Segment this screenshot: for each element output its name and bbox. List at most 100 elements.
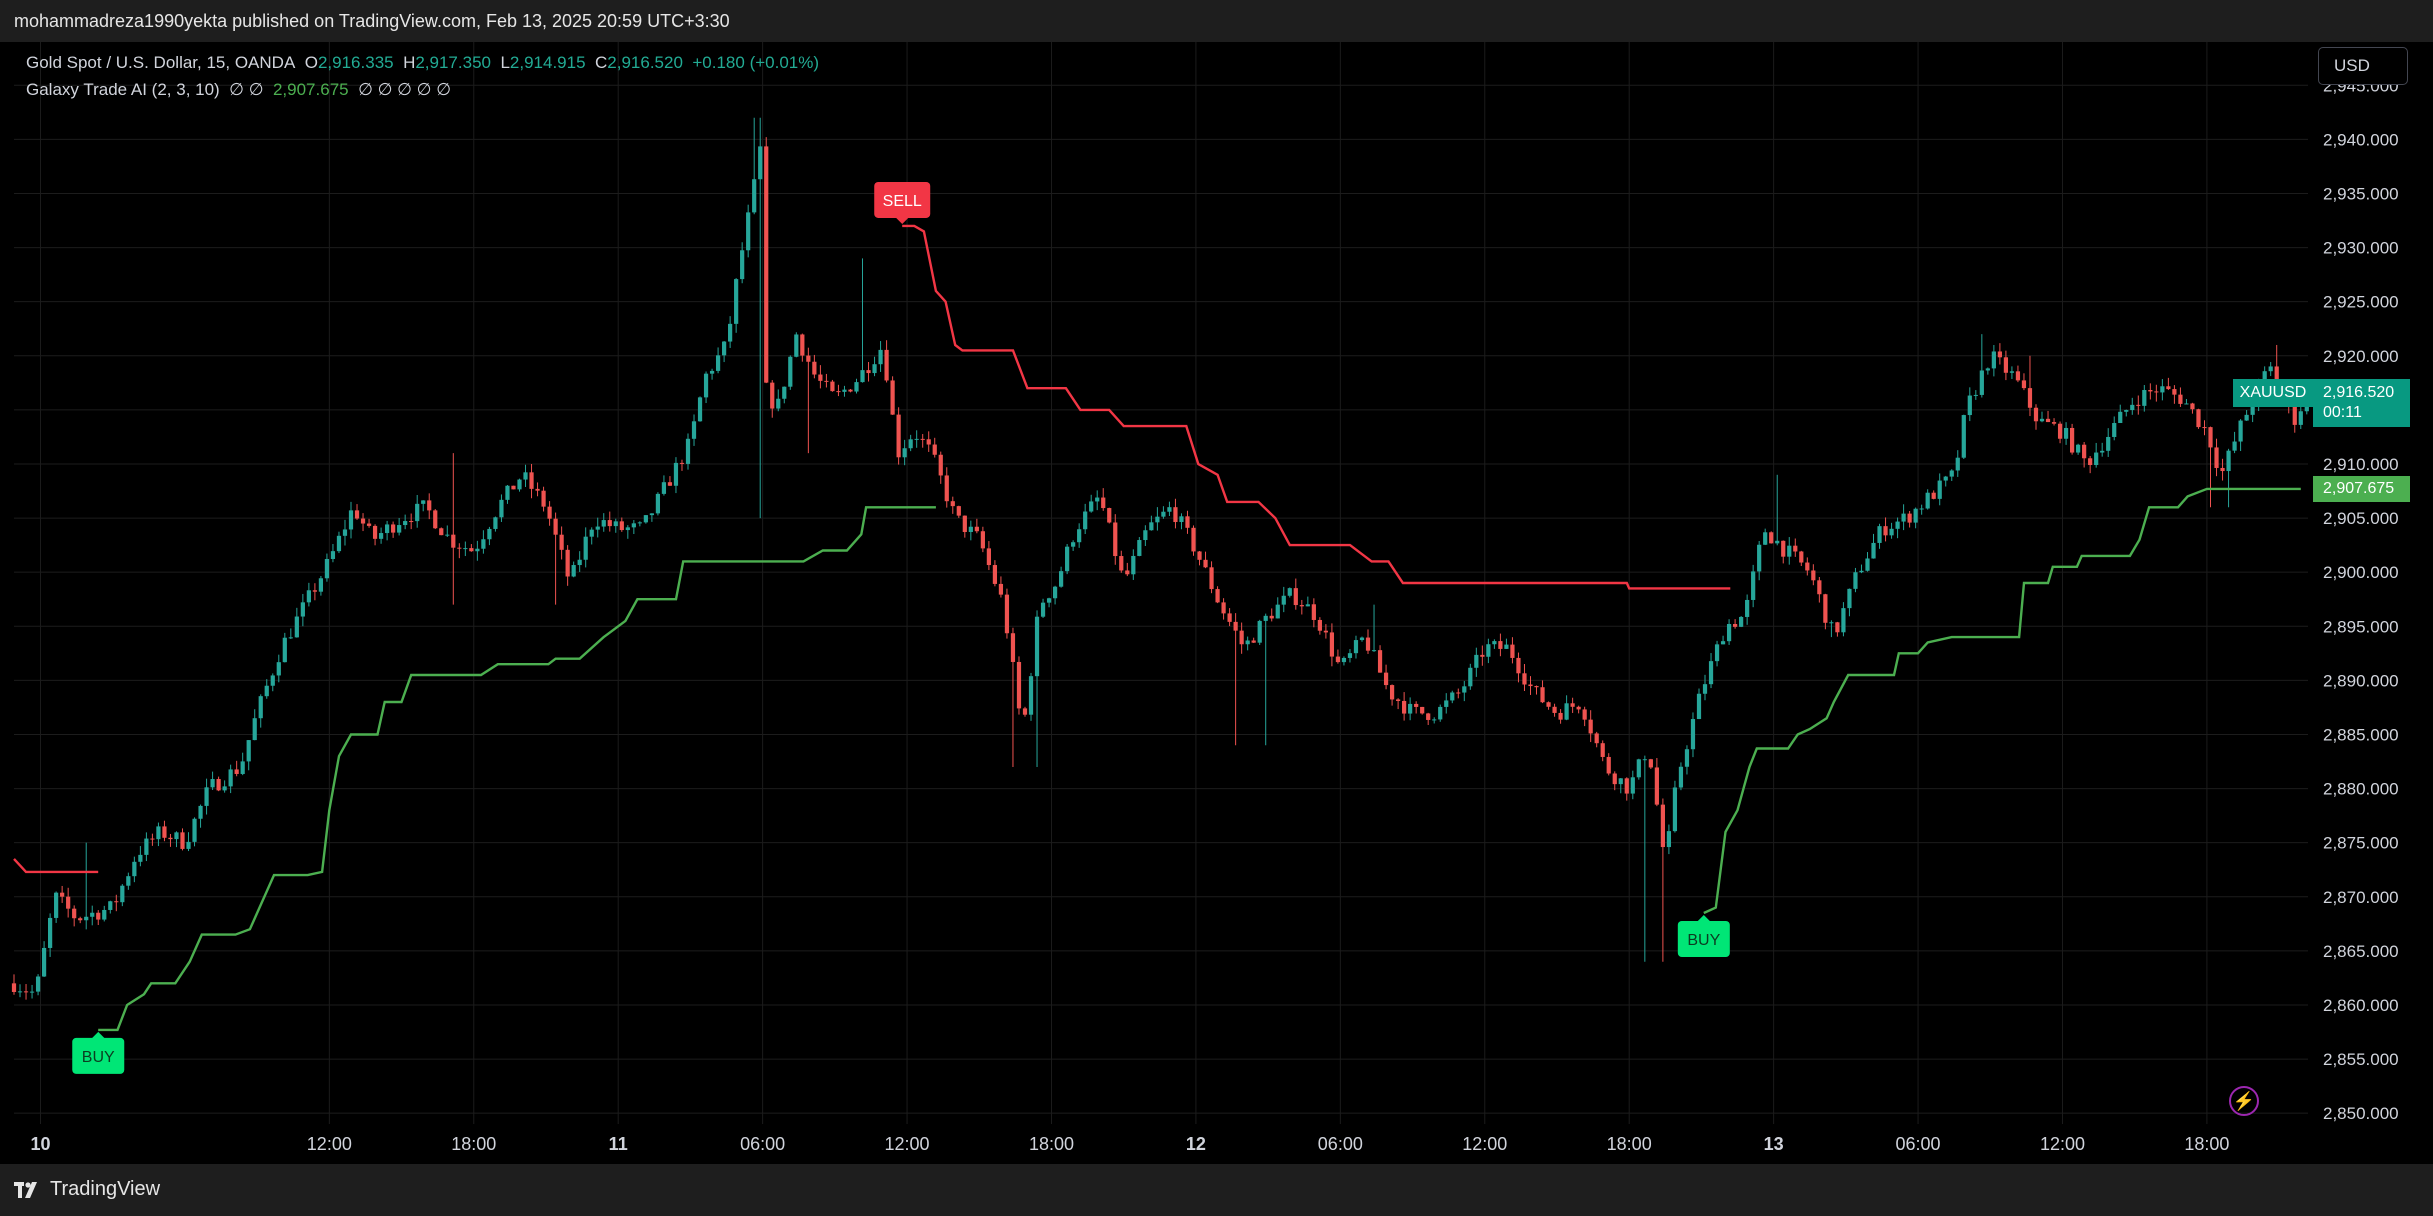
candle-body [366, 523, 372, 526]
candle-body [2112, 423, 2117, 437]
candle-body [2094, 452, 2099, 466]
candle-body [1468, 667, 1473, 687]
open-value: 2,916.335 [317, 53, 394, 72]
price-tick-label: 2,870.000 [2323, 888, 2399, 907]
price-axis[interactable]: 2,850.000 2,855.000 2,860.000 2,865.000 2,87… [2323, 76, 2399, 1123]
candle-body [1305, 604, 1310, 607]
candle-body [433, 510, 438, 529]
candle-body [1395, 699, 1401, 701]
candle-body [192, 818, 197, 842]
candle-body [1450, 692, 1455, 701]
symbol-title[interactable]: Gold Spot / U.S. Dollar, 15, OANDA [26, 53, 296, 72]
candle-body [2009, 371, 2015, 373]
candle-body [607, 520, 612, 527]
candle-body [1588, 719, 1593, 734]
indicator-empty-values-2: ∅ ∅ ∅ ∅ ∅ [358, 80, 451, 99]
candle-body [1269, 615, 1274, 619]
candle-body [234, 769, 239, 774]
candle-body [830, 381, 835, 392]
candle-body [2160, 386, 2165, 393]
candle-body [1287, 588, 1292, 596]
candle-body [1696, 693, 1702, 720]
price-tick-label: 2,885.000 [2323, 725, 2399, 744]
candle-body [1907, 513, 1912, 523]
candle-body [782, 386, 787, 399]
open-label: O [304, 53, 318, 72]
candle-body [872, 364, 877, 374]
candle-body [1889, 528, 1894, 536]
candle-body [2057, 423, 2063, 439]
time-tick-label: 12 [1186, 1134, 1206, 1154]
candle-body [1769, 532, 1774, 544]
time-tick-label: 12:00 [307, 1134, 352, 1154]
candle-body [1179, 516, 1184, 523]
candle-body [1149, 522, 1154, 531]
candle-body [535, 488, 540, 491]
candle-body [1203, 559, 1208, 568]
candle-body [1564, 703, 1569, 720]
candle-body [1708, 661, 1714, 685]
close-label: C [595, 53, 608, 72]
candle-body [174, 832, 179, 840]
supertrend-lines [13, 224, 2301, 1032]
candle-body [2226, 450, 2231, 472]
candle-body [240, 761, 245, 774]
candle-body [54, 892, 59, 918]
price-tick-label: 2,880.000 [2323, 780, 2399, 799]
candle-body [703, 373, 709, 398]
candle-body [1119, 556, 1124, 571]
candle-body [2202, 427, 2207, 429]
signal-pointer [1696, 915, 1711, 923]
candle-body [132, 861, 137, 877]
candle-body [1221, 602, 1226, 614]
candle-body [1365, 637, 1371, 651]
candle-body [222, 786, 227, 791]
candle-body [2106, 436, 2111, 451]
candle-body [1576, 706, 1581, 710]
candle-body [1859, 570, 1864, 573]
candle-body [23, 991, 29, 993]
lightning-icon[interactable]: ⚡ [2229, 1086, 2259, 1116]
candle-body [1763, 532, 1768, 545]
time-tick-label: 18:00 [1029, 1134, 1074, 1154]
currency-button[interactable]: USD [2318, 47, 2408, 85]
candle-body [1552, 706, 1557, 713]
candle-body [1058, 571, 1064, 587]
candle-body [625, 527, 630, 531]
candle-body [264, 685, 269, 697]
candle-body [1516, 657, 1521, 674]
candle-body [902, 448, 907, 458]
candle-body [2244, 414, 2249, 421]
candle-body [427, 500, 432, 511]
candle-body [41, 947, 47, 977]
candle-body [1353, 640, 1359, 654]
tradingview-logo[interactable]: TradingView [14, 1178, 160, 1201]
chart-frame[interactable] [0, 42, 2433, 1164]
candle-body [1065, 546, 1070, 572]
candle-body [72, 908, 77, 919]
candle-body [360, 518, 366, 524]
candle-body [1672, 787, 1678, 832]
candle-body [258, 696, 263, 719]
candle-body [974, 526, 979, 532]
candle-body [565, 549, 570, 577]
candle-body [1528, 684, 1533, 687]
candle-body [914, 438, 919, 440]
candle-body [980, 531, 985, 549]
candle-body [1456, 692, 1461, 694]
candle-body [559, 534, 564, 550]
candle-body [2124, 410, 2129, 412]
candle-body [685, 438, 691, 464]
indicator-title[interactable]: Galaxy Trade AI (2, 3, 10) [26, 80, 220, 99]
candle-body [1913, 508, 1918, 523]
candle-body [1991, 351, 1996, 369]
time-tick-label: 18:00 [451, 1134, 496, 1154]
price-tick-label: 2,895.000 [2323, 617, 2399, 636]
candle-body [818, 374, 823, 381]
candle-body [2274, 366, 2279, 386]
candle-body [800, 334, 805, 356]
candle-body [1185, 516, 1190, 528]
candle-body [2184, 403, 2189, 405]
time-axis[interactable]: 10 12:00 18:00 11 06:00 12:00 18:00 12 06:00 12:0… [30, 1134, 2229, 1154]
